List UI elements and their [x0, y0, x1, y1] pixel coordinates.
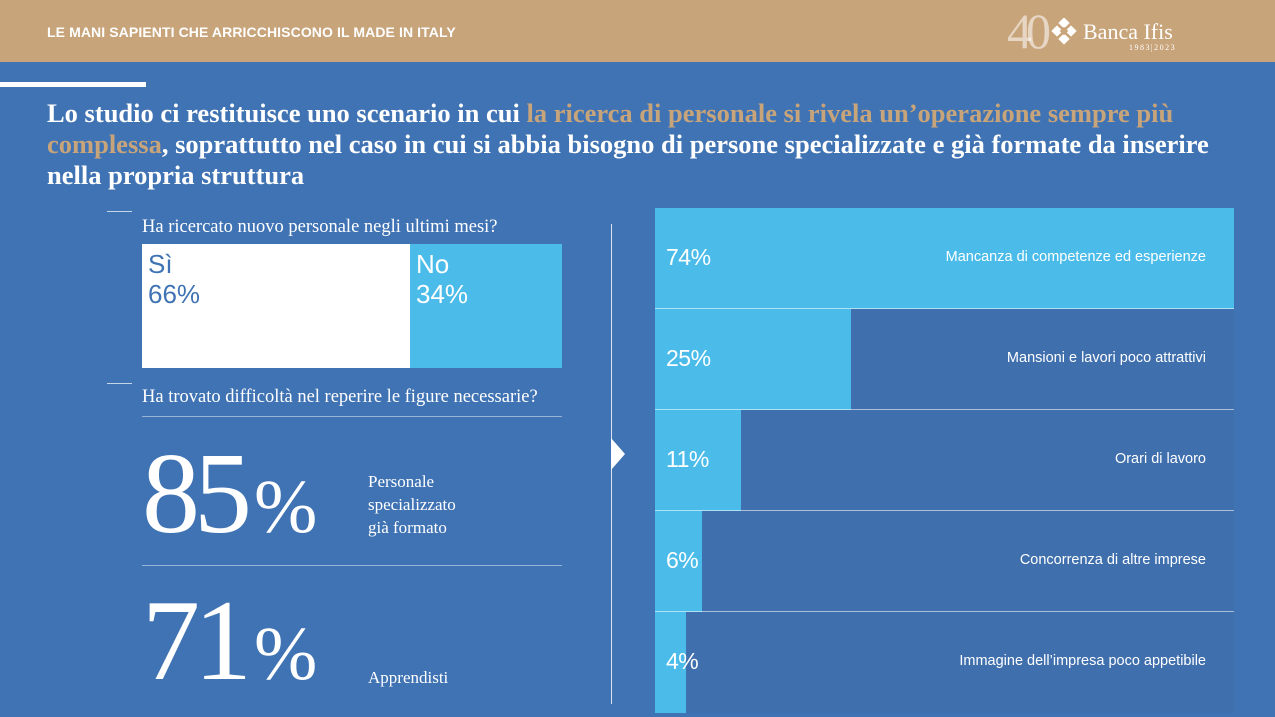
bar	[655, 208, 1234, 309]
bar-row: 25% Mansioni e lavori poco attrattivi	[655, 309, 1234, 410]
headline-part1: Lo studio ci restituisce uno scenario in…	[47, 98, 527, 128]
bar	[655, 410, 741, 511]
bar-separator	[655, 409, 1234, 410]
stat-71: 71%	[142, 583, 317, 712]
bar-separator	[655, 308, 1234, 309]
bar-row: 74% Mancanza di competenze ed esperienze	[655, 208, 1234, 309]
diamond-logo-icon	[1051, 18, 1077, 45]
anniversary-years: 1983|2023	[1129, 43, 1177, 52]
bar-value-label: 25%	[666, 345, 711, 371]
no-box: No 34%	[410, 244, 562, 368]
section-rule	[107, 211, 132, 212]
section-rule	[107, 383, 132, 384]
divider	[142, 416, 562, 417]
bar-separator	[655, 510, 1234, 511]
stat-85-number: 85	[142, 430, 252, 558]
bar-row: 6% Concorrenza di altre imprese	[655, 511, 1234, 612]
bar-category-label: Mancanza di competenze ed esperienze	[945, 249, 1206, 265]
yes-label-block: Sì 66%	[148, 249, 200, 309]
no-label: No	[416, 249, 450, 279]
bar	[655, 612, 686, 713]
bar-value-label: 74%	[666, 244, 711, 270]
stat-71-desc-line: Apprendisti	[368, 668, 449, 687]
headline: Lo studio ci restituisce uno scenario in…	[47, 98, 1247, 191]
yes-box: Sì 66%	[142, 244, 410, 368]
no-value: 34%	[416, 279, 469, 309]
stat-85-unit: %	[254, 465, 318, 549]
bar-value-label: 4%	[666, 648, 699, 674]
no-label-block: No 34%	[416, 249, 468, 309]
bar-category-label: Orari di lavoro	[1114, 451, 1206, 467]
yes-label: Sì	[148, 249, 173, 279]
question-2: Ha trovato difficoltà nel reperire le fi…	[142, 387, 538, 407]
headline-highlight: la ricerca di personale si rivela un’ope…	[47, 98, 1174, 159]
bank-name: Banca Ifis	[1083, 19, 1173, 44]
stat-85-desc-line: specializzato	[368, 495, 456, 514]
stat-85-description: Personale specializzato già formato	[368, 470, 456, 539]
stat-71-number: 71	[142, 577, 252, 705]
bar-category-label: Concorrenza di altre imprese	[1019, 552, 1206, 568]
stat-71-description: Apprendisti	[368, 666, 448, 689]
top-bar: LE MANI SAPIENTI CHE ARRICCHISCONO IL MA…	[0, 0, 1275, 62]
stat-85-desc-line: Personale	[368, 472, 435, 491]
bar-row: 4% Immagine dell’impresa poco appetibile	[655, 612, 1234, 713]
divider	[142, 565, 562, 566]
bar-category-label: Immagine dell’impresa poco appetibile	[959, 653, 1206, 669]
question-1: Ha ricercato nuovo personale negli ultim…	[142, 217, 498, 237]
bar-category-label: Mansioni e lavori poco attrattivi	[1006, 350, 1206, 366]
bar	[655, 309, 851, 410]
bar-value-label: 6%	[666, 547, 699, 573]
bar	[655, 511, 702, 612]
headline-part2: , soprattutto nel caso in cui si abbia b…	[47, 129, 1209, 190]
stat-85: 85%	[142, 436, 317, 565]
page-header-title: LE MANI SAPIENTI CHE ARRICCHISCONO IL MA…	[47, 24, 456, 40]
arrow-right-icon	[611, 438, 625, 470]
yes-value: 66%	[148, 279, 201, 309]
anniversary-40-mark: 40	[1007, 3, 1051, 59]
bar-row: 11% Orari di lavoro	[655, 410, 1234, 511]
bar-value-label: 11%	[666, 446, 709, 472]
stat-71-unit: %	[254, 612, 318, 696]
bar-separator	[655, 611, 1234, 612]
banca-ifis-logo: 40 Banca Ifis 1983|2023	[1005, 3, 1195, 59]
accent-line	[0, 82, 146, 87]
stat-85-desc-line: già formato	[368, 518, 447, 537]
